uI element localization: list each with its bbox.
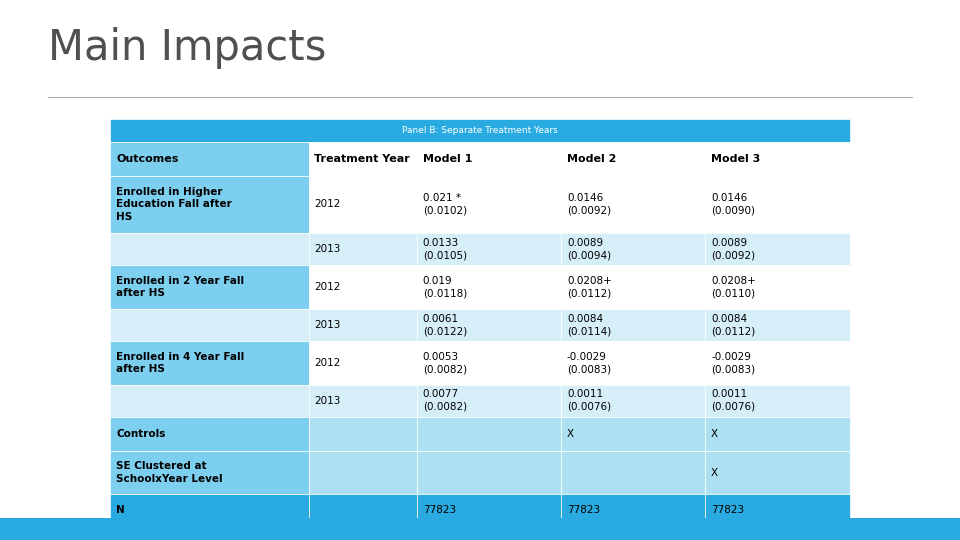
- Bar: [110, 341, 309, 384]
- Bar: [562, 309, 706, 341]
- Text: -0.0029
(0.0083): -0.0029 (0.0083): [711, 352, 756, 374]
- Text: Enrolled in 2 Year Fall
after HS: Enrolled in 2 Year Fall after HS: [116, 276, 244, 299]
- Bar: [110, 417, 309, 451]
- Text: Panel B: Separate Treatment Years: Panel B: Separate Treatment Years: [402, 126, 558, 134]
- Text: 2012: 2012: [315, 358, 341, 368]
- Bar: [309, 233, 417, 266]
- Bar: [110, 266, 309, 309]
- Bar: [706, 266, 850, 309]
- Text: 2013: 2013: [315, 244, 341, 254]
- Bar: [706, 141, 850, 176]
- Bar: [706, 341, 850, 384]
- Bar: [417, 141, 562, 176]
- Bar: [417, 494, 562, 526]
- Text: 77823: 77823: [422, 505, 456, 515]
- Bar: [417, 176, 562, 233]
- Bar: [417, 384, 562, 417]
- Bar: [110, 494, 309, 526]
- Bar: [562, 141, 706, 176]
- Text: 0.0133
(0.0105): 0.0133 (0.0105): [422, 238, 467, 260]
- Text: 0.019
(0.0118): 0.019 (0.0118): [422, 276, 467, 299]
- Bar: [706, 233, 850, 266]
- Text: Enrolled in 4 Year Fall
after HS: Enrolled in 4 Year Fall after HS: [116, 352, 245, 374]
- Bar: [309, 341, 417, 384]
- Text: N: N: [116, 505, 125, 515]
- Bar: [309, 494, 417, 526]
- Text: 0.0089
(0.0092): 0.0089 (0.0092): [711, 238, 756, 260]
- Text: 2013: 2013: [315, 396, 341, 406]
- Text: 0.0208+
(0.0112): 0.0208+ (0.0112): [567, 276, 612, 299]
- Bar: [417, 341, 562, 384]
- Bar: [706, 417, 850, 451]
- Bar: [706, 494, 850, 526]
- Bar: [110, 451, 309, 494]
- Bar: [562, 266, 706, 309]
- Bar: [417, 417, 562, 451]
- Bar: [417, 309, 562, 341]
- Text: 0.0146
(0.0092): 0.0146 (0.0092): [567, 193, 611, 215]
- Bar: [562, 451, 706, 494]
- Text: Main Impacts: Main Impacts: [48, 27, 326, 69]
- Text: Controls: Controls: [116, 429, 165, 439]
- Text: 77823: 77823: [711, 505, 744, 515]
- Bar: [562, 417, 706, 451]
- Text: 0.0084
(0.0114): 0.0084 (0.0114): [567, 314, 612, 336]
- Text: 0.0208+
(0.0110): 0.0208+ (0.0110): [711, 276, 756, 299]
- Bar: [309, 266, 417, 309]
- Bar: [110, 233, 309, 266]
- Text: X: X: [711, 429, 718, 439]
- Bar: [706, 451, 850, 494]
- Bar: [562, 233, 706, 266]
- Bar: [309, 141, 417, 176]
- Text: 2012: 2012: [315, 282, 341, 292]
- Text: 0.0011
(0.0076): 0.0011 (0.0076): [711, 389, 756, 412]
- Bar: [706, 176, 850, 233]
- Text: Model 1: Model 1: [422, 153, 472, 164]
- Text: 0.0053
(0.0082): 0.0053 (0.0082): [422, 352, 467, 374]
- Text: 0.0089
(0.0094): 0.0089 (0.0094): [567, 238, 611, 260]
- Bar: [706, 384, 850, 417]
- Bar: [309, 417, 417, 451]
- Text: Model 3: Model 3: [711, 153, 760, 164]
- Bar: [0, 518, 960, 540]
- Text: 0.0077
(0.0082): 0.0077 (0.0082): [422, 389, 467, 412]
- Bar: [417, 233, 562, 266]
- Bar: [417, 451, 562, 494]
- Bar: [110, 384, 309, 417]
- Bar: [309, 384, 417, 417]
- Bar: [706, 309, 850, 341]
- Text: SE Clustered at
SchoolxYear Level: SE Clustered at SchoolxYear Level: [116, 461, 223, 484]
- Text: X: X: [567, 429, 574, 439]
- Text: Treatment Year: Treatment Year: [315, 153, 410, 164]
- Bar: [562, 341, 706, 384]
- Bar: [417, 266, 562, 309]
- Text: 0.0011
(0.0076): 0.0011 (0.0076): [567, 389, 611, 412]
- Bar: [562, 494, 706, 526]
- Bar: [562, 384, 706, 417]
- Text: 0.0146
(0.0090): 0.0146 (0.0090): [711, 193, 756, 215]
- Bar: [110, 176, 309, 233]
- Text: X: X: [711, 468, 718, 477]
- Text: -0.0029
(0.0083): -0.0029 (0.0083): [567, 352, 611, 374]
- Bar: [110, 141, 309, 176]
- Text: Model 2: Model 2: [567, 153, 616, 164]
- Text: 0.0061
(0.0122): 0.0061 (0.0122): [422, 314, 467, 336]
- Bar: [562, 176, 706, 233]
- Bar: [309, 309, 417, 341]
- Bar: [309, 451, 417, 494]
- Text: 2013: 2013: [315, 320, 341, 330]
- Bar: [110, 309, 309, 341]
- Text: Enrolled in Higher
Education Fall after
HS: Enrolled in Higher Education Fall after …: [116, 187, 232, 222]
- Text: 0.0084
(0.0112): 0.0084 (0.0112): [711, 314, 756, 336]
- Text: Outcomes: Outcomes: [116, 153, 179, 164]
- Text: 0.021 *
(0.0102): 0.021 * (0.0102): [422, 193, 467, 215]
- Bar: [110, 119, 850, 141]
- Bar: [309, 176, 417, 233]
- Text: 2012: 2012: [315, 199, 341, 210]
- Text: 77823: 77823: [567, 505, 600, 515]
